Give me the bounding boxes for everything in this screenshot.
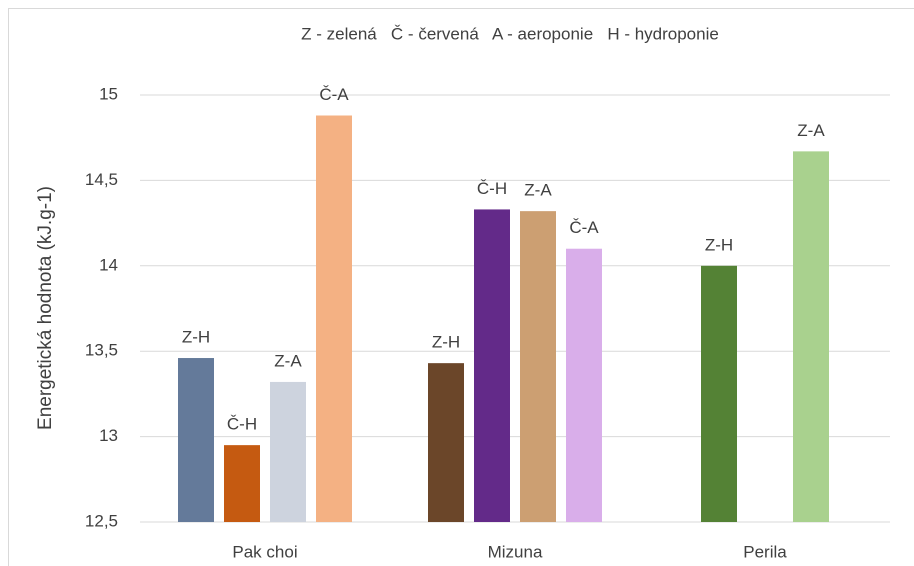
bar xyxy=(270,381,306,522)
bar-label: Z-A xyxy=(274,351,302,370)
bar-label: Z-H xyxy=(705,235,733,254)
bar-label: Č-A xyxy=(319,85,349,104)
chart-border xyxy=(8,8,914,566)
chart-title: Z - zelená Č - červená A - aeroponie H -… xyxy=(301,24,719,43)
x-tick-label: Pak choi xyxy=(232,542,297,561)
bar-label: Č-A xyxy=(569,218,599,237)
bar xyxy=(520,211,556,523)
y-axis-label: Energetická hodnota (kJ.g-1) xyxy=(35,186,56,430)
y-tick-label: 15 xyxy=(99,84,118,103)
bar-label: Z-H xyxy=(432,333,460,352)
bar-label: Č-H xyxy=(227,415,257,434)
bar xyxy=(793,151,829,522)
bar-label: Č-H xyxy=(477,179,507,198)
bar-label: Z-A xyxy=(797,121,825,140)
y-tick-label: 13 xyxy=(99,426,118,445)
bar xyxy=(474,209,510,522)
bar xyxy=(428,363,464,522)
bar-label: Z-A xyxy=(524,181,552,200)
y-tick-label: 14,5 xyxy=(85,170,118,189)
bar xyxy=(316,115,352,522)
bar xyxy=(224,445,260,522)
y-tick-label: 14 xyxy=(99,255,118,274)
x-tick-label: Perila xyxy=(743,542,787,561)
bar xyxy=(178,358,214,522)
bar xyxy=(701,265,737,522)
y-tick-label: 12,5 xyxy=(85,511,118,530)
x-tick-label: Mizuna xyxy=(488,542,543,561)
bar xyxy=(566,248,602,522)
bar-label: Z-H xyxy=(182,328,210,347)
y-tick-label: 13,5 xyxy=(85,341,118,360)
